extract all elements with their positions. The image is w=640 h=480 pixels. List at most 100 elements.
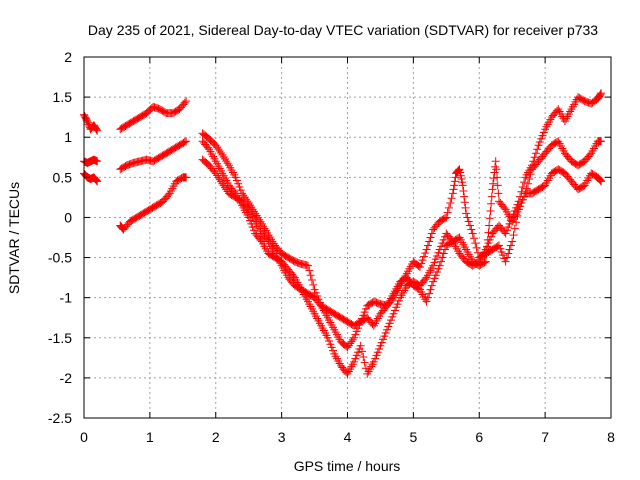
data-point bbox=[182, 137, 191, 146]
data-point bbox=[485, 235, 494, 244]
data-point bbox=[454, 166, 463, 175]
data-point bbox=[182, 173, 191, 182]
data-point bbox=[429, 277, 438, 286]
data-point bbox=[231, 173, 240, 182]
data-point bbox=[384, 322, 393, 331]
data-point bbox=[180, 98, 189, 107]
data-point bbox=[450, 181, 459, 190]
data-point bbox=[462, 209, 471, 218]
data-point bbox=[486, 207, 495, 216]
data-point bbox=[417, 259, 426, 268]
x-tick-label: 0 bbox=[80, 429, 88, 445]
data-point bbox=[361, 304, 370, 313]
data-point bbox=[531, 149, 540, 158]
data-point bbox=[437, 242, 446, 251]
data-point bbox=[232, 176, 241, 185]
y-tick-label: -2.5 bbox=[48, 410, 72, 426]
data-point bbox=[595, 175, 604, 184]
data-point bbox=[469, 234, 478, 243]
data-point bbox=[360, 308, 369, 317]
data-point bbox=[437, 257, 446, 266]
data-point bbox=[502, 226, 511, 235]
data-point bbox=[509, 231, 518, 240]
data-point bbox=[244, 213, 253, 222]
data-point bbox=[466, 221, 475, 230]
data-point bbox=[487, 199, 496, 208]
data-point bbox=[422, 245, 431, 254]
data-point bbox=[461, 203, 470, 212]
data-point bbox=[303, 261, 312, 270]
data-point bbox=[377, 338, 386, 347]
data-point bbox=[460, 198, 469, 207]
data-point bbox=[585, 150, 594, 159]
data-point bbox=[360, 358, 369, 367]
data-point bbox=[327, 343, 336, 352]
data-point bbox=[246, 216, 255, 225]
data-point bbox=[456, 168, 465, 177]
data-point bbox=[455, 165, 464, 174]
data-point bbox=[539, 128, 548, 137]
data-point bbox=[447, 194, 456, 203]
data-point bbox=[93, 177, 102, 186]
data-point bbox=[219, 152, 228, 161]
data-point bbox=[534, 141, 543, 150]
data-point bbox=[372, 351, 381, 360]
data-point bbox=[435, 245, 444, 254]
data-point bbox=[415, 263, 424, 272]
data-point bbox=[505, 219, 514, 228]
data-point bbox=[460, 192, 469, 201]
data-point bbox=[446, 199, 455, 208]
data-point bbox=[489, 179, 498, 188]
data-point bbox=[533, 145, 542, 154]
data-point bbox=[513, 200, 522, 209]
data-point bbox=[92, 125, 101, 134]
data-point bbox=[394, 296, 403, 305]
axis-ticks: 0 1 2 3 4 5 6 7 8 -2.5 -2 -1.5 -1 -0.5 0 0.5 1 1.5 2 bbox=[48, 49, 615, 445]
data-point bbox=[504, 223, 513, 232]
data-point bbox=[597, 89, 606, 98]
data-point bbox=[450, 177, 459, 186]
data-point bbox=[535, 138, 544, 147]
x-tick-label: 5 bbox=[409, 429, 417, 445]
data-point bbox=[508, 213, 517, 222]
data-point bbox=[383, 325, 392, 334]
data-point bbox=[489, 174, 498, 183]
data-point bbox=[220, 155, 229, 164]
data-point bbox=[421, 249, 430, 258]
data-point bbox=[91, 175, 100, 184]
data-point bbox=[512, 203, 521, 212]
data-point bbox=[484, 228, 493, 237]
data-point bbox=[203, 143, 212, 152]
x-tick-label: 2 bbox=[212, 429, 220, 445]
data-point bbox=[488, 185, 497, 194]
data-point bbox=[510, 224, 519, 233]
x-tick-label: 3 bbox=[278, 429, 286, 445]
y-tick-label: 2 bbox=[64, 49, 72, 65]
data-point bbox=[484, 239, 493, 248]
data-point bbox=[483, 242, 492, 251]
data-point bbox=[425, 289, 434, 298]
data-point bbox=[352, 327, 361, 336]
data-point bbox=[471, 239, 480, 248]
data-point bbox=[249, 226, 258, 235]
data-point bbox=[463, 213, 472, 222]
data-point bbox=[356, 341, 365, 350]
data-point bbox=[426, 285, 435, 294]
data-point bbox=[380, 332, 389, 341]
data-point bbox=[373, 348, 382, 357]
data-point bbox=[326, 340, 335, 349]
data-point bbox=[458, 178, 467, 187]
data-point bbox=[464, 217, 473, 226]
series-track-3 bbox=[80, 89, 606, 378]
series-track-1 bbox=[80, 97, 606, 352]
y-tick-label: 0 bbox=[64, 209, 72, 225]
data-point bbox=[443, 208, 452, 217]
data-point bbox=[354, 348, 363, 357]
data-point bbox=[434, 264, 443, 273]
data-point bbox=[429, 261, 438, 270]
x-tick-label: 7 bbox=[541, 429, 549, 445]
data-point bbox=[164, 190, 173, 199]
data-point bbox=[430, 274, 439, 283]
data-point bbox=[427, 281, 436, 290]
